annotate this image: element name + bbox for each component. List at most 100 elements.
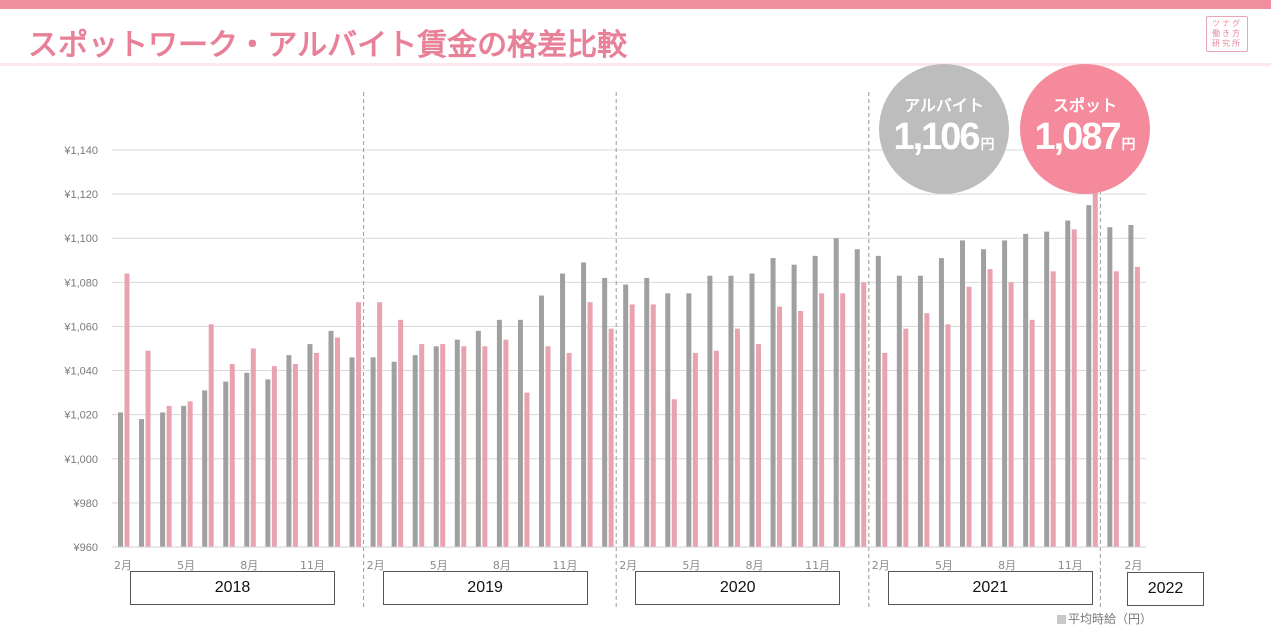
y-tick-label: ¥1,060 [63,321,98,333]
x-tick-label: 8月 [746,559,764,572]
bar-arubaito [644,277,650,547]
bar-spot [250,348,256,547]
year-box-2021: 2021 [887,571,1093,605]
bar-spot [629,304,635,547]
bar-spot [798,311,804,547]
x-tick-label: 11月 [805,559,830,572]
bar-arubaito [307,344,313,547]
x-tick-label: 2月 [367,559,385,572]
bar-arubaito [1002,240,1008,547]
bar-arubaito [560,273,566,547]
bar-spot [987,269,993,547]
x-tick-label: 5月 [430,559,448,572]
bar-arubaito [202,390,208,547]
x-tick-label: 2月 [619,559,637,572]
bar-arubaito [286,355,292,547]
bar-spot [903,328,909,547]
bar-spot [1113,271,1119,547]
bar-spot [524,392,530,547]
spot-callout-value: 1,087 円 [1034,116,1136,158]
bar-arubaito [665,293,671,547]
logo-line-2: 働き方 [1212,29,1242,38]
bar-spot [440,344,446,547]
bar-spot [756,344,761,547]
logo-line-3: 研究所 [1212,39,1242,48]
bar-spot [124,273,130,547]
bar-arubaito [223,381,229,547]
bar-spot [229,363,235,547]
bar-arubaito [791,264,797,547]
bar-arubaito [433,346,439,547]
bar-spot [292,363,298,547]
bar-spot [1029,319,1035,547]
bar-spot [377,302,383,547]
bar-spot [166,405,172,547]
legend: 平均時給（円） [1057,610,1152,627]
bar-arubaito [160,412,166,547]
bar-arubaito [328,330,334,547]
bar-arubaito [1023,233,1029,548]
bar-arubaito [854,249,860,547]
y-tick-label: ¥960 [73,542,98,554]
bar-arubaito [139,419,145,547]
bar-spot [966,286,972,547]
bar-spot [566,352,572,547]
bar-spot [777,306,783,547]
bar-spot [461,346,467,547]
bar-spot [650,304,656,547]
x-tick-label: 2月 [1124,559,1142,572]
x-tick-label: 2月 [114,559,132,572]
bar-spot [503,339,509,547]
x-tick-label: 5月 [935,559,953,572]
x-tick-label: 11月 [1058,559,1083,572]
bar-arubaito [938,258,944,547]
legend-swatch [1057,615,1066,624]
year-box-2020: 2020 [635,571,841,605]
bar-spot [187,401,193,547]
year-box-2022: 2022 [1127,572,1204,606]
y-tick-label: ¥1,140 [63,145,98,157]
bar-spot [861,282,867,547]
page-title: スポットワーク・アルバイト賃金の格差比較 [28,28,628,63]
bar-arubaito [349,357,355,547]
bar-arubaito [896,275,902,547]
bar-spot [924,313,930,547]
bar-arubaito [370,357,376,547]
spot-callout: スポット 1,087 円 [1020,64,1150,194]
y-tick-label: ¥1,100 [63,233,98,245]
spot-callout-label: スポット [1052,96,1117,115]
bar-spot [945,324,951,547]
logo-line-1: ツナグ [1212,19,1242,28]
bar-arubaito [770,258,776,547]
bar-arubaito [181,405,187,547]
x-tick-label: 8月 [240,559,258,572]
x-tick-label: 11月 [300,559,325,572]
year-box-2018: 2018 [130,571,335,605]
bar-spot [734,328,740,547]
bar-spot [671,399,677,547]
bar-spot [482,346,488,547]
y-tick-label: ¥1,120 [63,189,98,201]
y-tick-label: ¥980 [73,498,98,510]
bar-spot [208,324,214,547]
bar-arubaito [1044,231,1050,547]
logo: ツナグ 働き方 研究所 [1206,16,1248,52]
bar-spot [145,350,151,547]
bar-spot [608,328,614,547]
bar-spot [1071,229,1077,547]
bar-arubaito [812,255,818,547]
bar-spot [1050,271,1056,547]
bar-arubaito [412,355,418,547]
x-tick-label: 8月 [998,559,1016,572]
bar-arubaito [496,319,502,547]
bar-spot [692,352,698,547]
bar-arubaito [960,240,965,547]
top-accent-bar [0,0,1271,9]
bar-arubaito [517,319,523,547]
bar-arubaito [728,275,734,547]
x-tick-label: 5月 [177,559,195,572]
bar-spot [419,344,425,547]
bar-arubaito [475,330,481,547]
bar-spot [1092,189,1098,547]
bar-arubaito [707,275,713,547]
